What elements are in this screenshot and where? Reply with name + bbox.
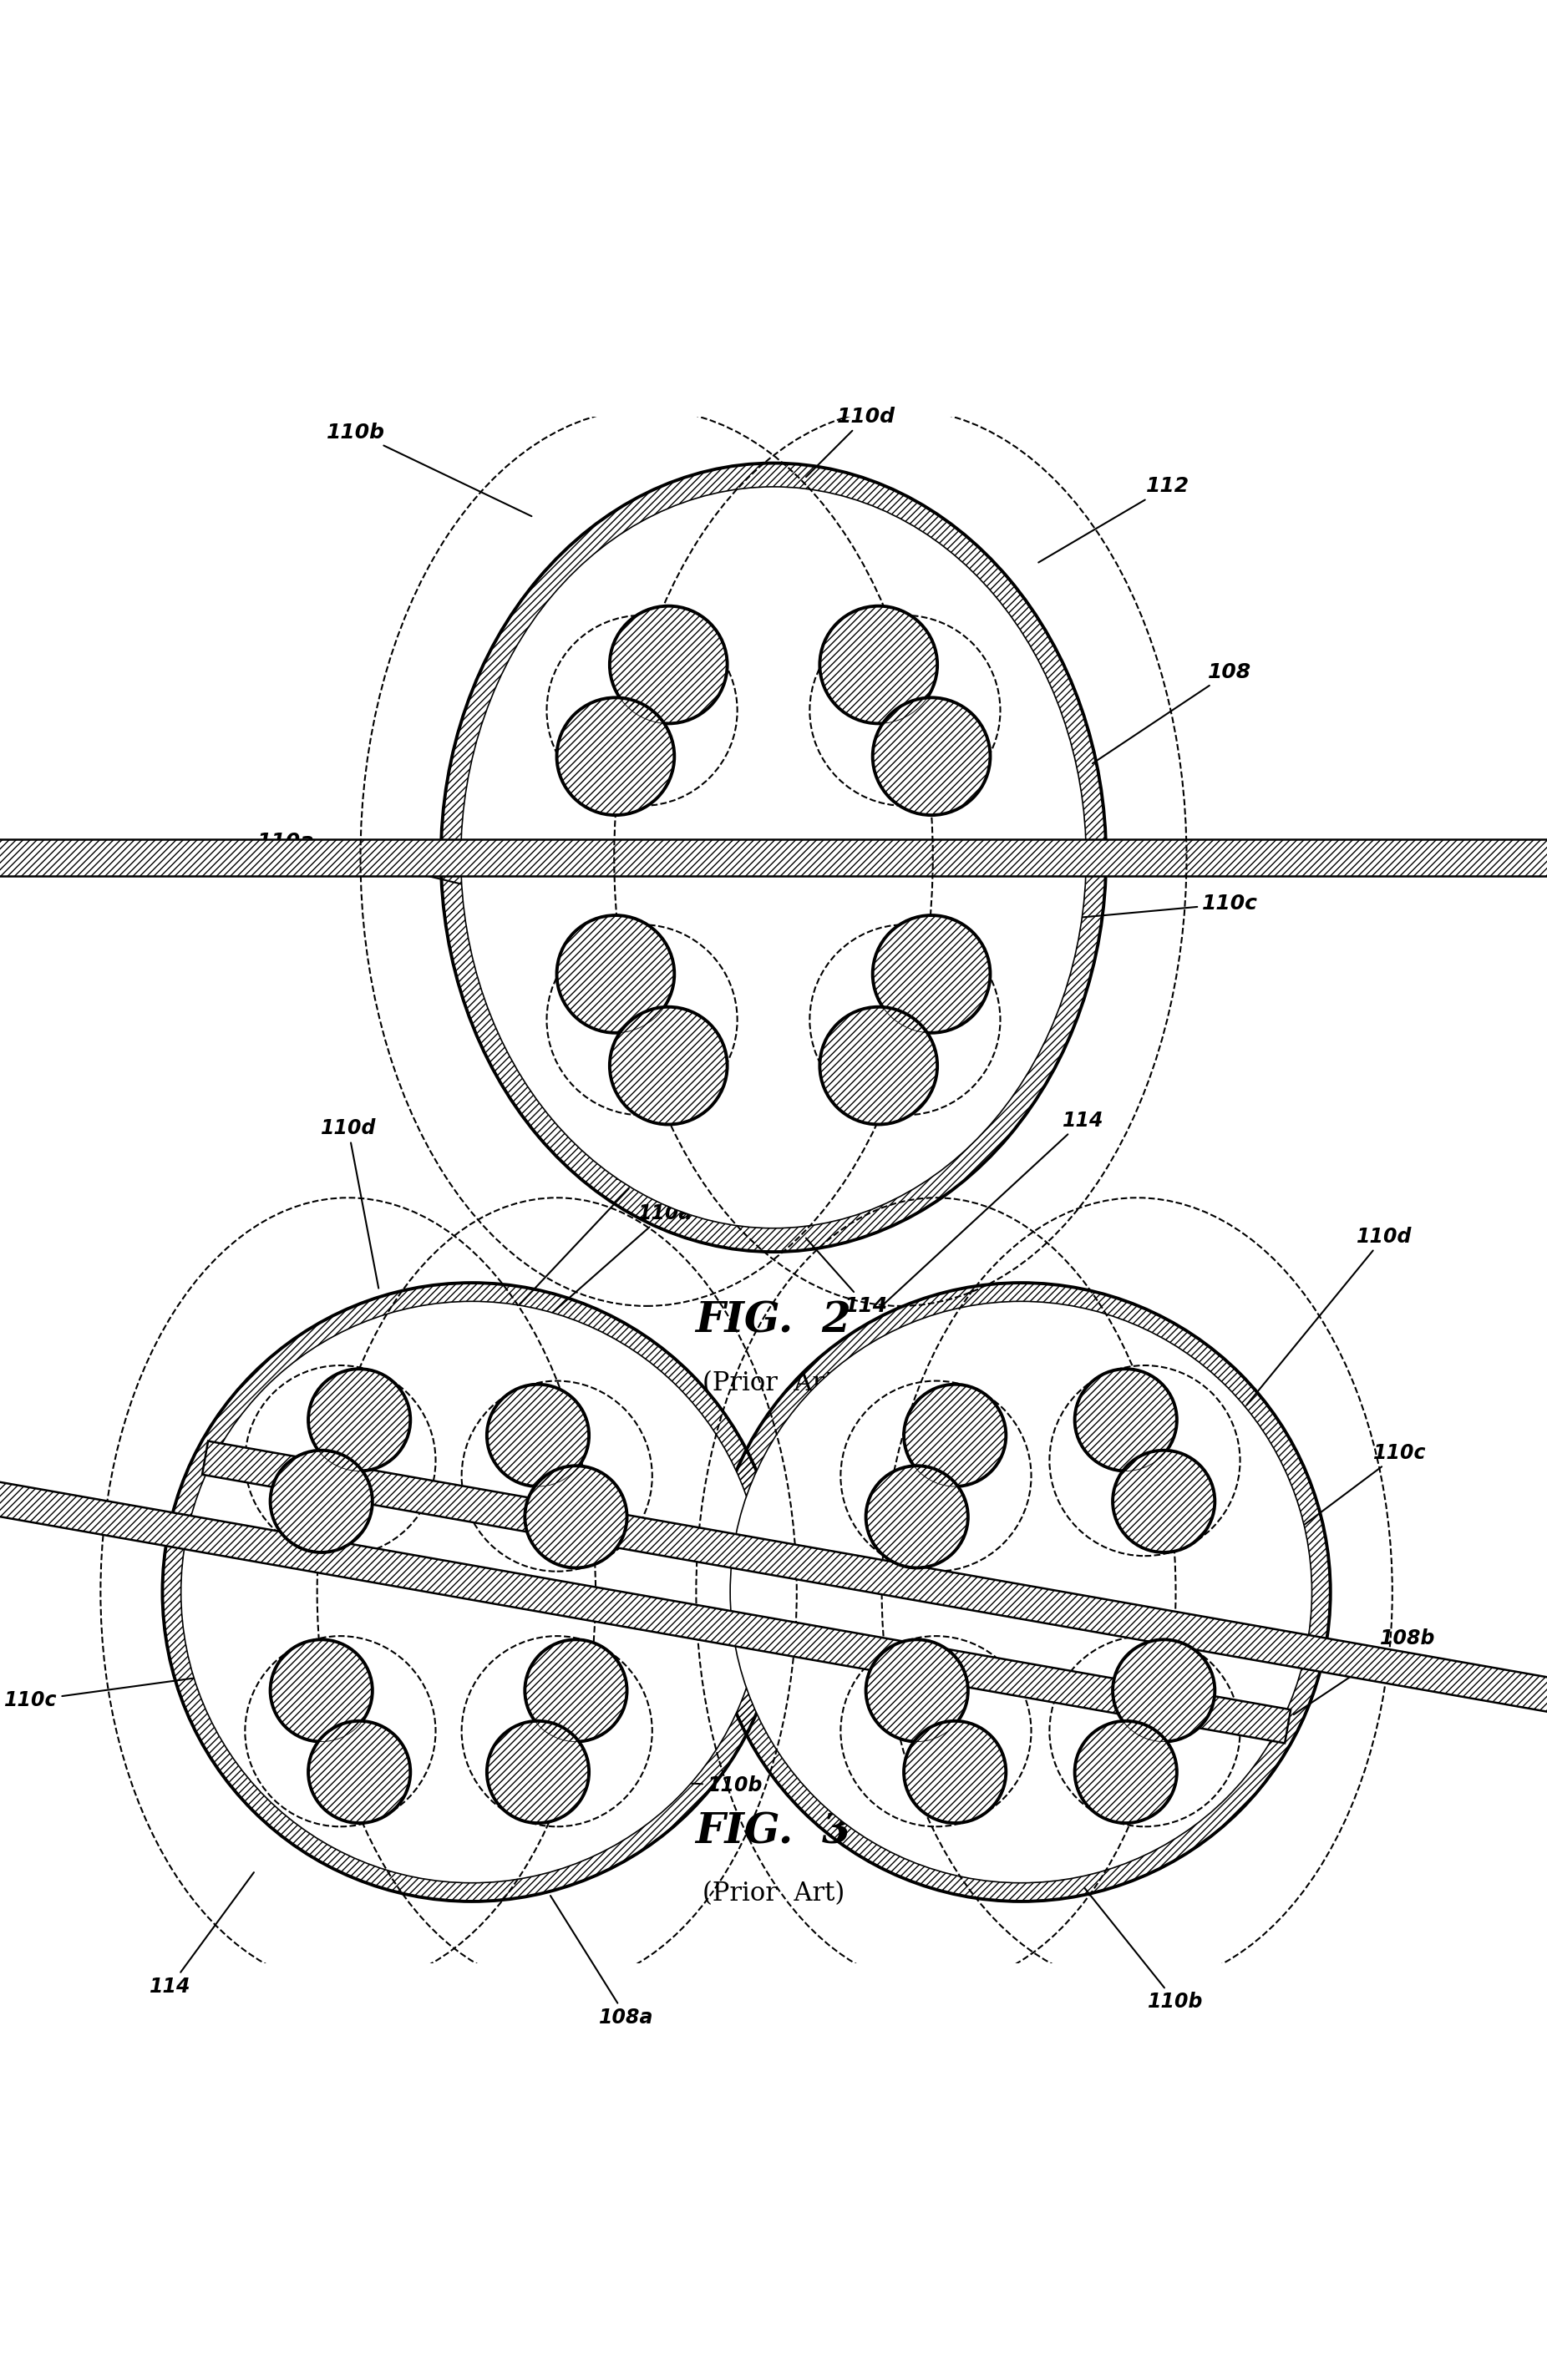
- Circle shape: [487, 1721, 589, 1823]
- Circle shape: [873, 916, 990, 1033]
- Circle shape: [487, 1385, 589, 1488]
- Text: 108a: 108a: [551, 1894, 654, 2028]
- Circle shape: [181, 1302, 763, 1883]
- Text: (Prior  Art): (Prior Art): [702, 1371, 845, 1397]
- Text: 110d: 110d: [806, 407, 896, 476]
- Circle shape: [557, 697, 674, 814]
- Circle shape: [820, 1007, 937, 1123]
- Polygon shape: [203, 1440, 1547, 1742]
- Text: 110a: 110a: [520, 1164, 670, 1304]
- Text: (Prior  Art): (Prior Art): [702, 1880, 845, 1906]
- Text: 110c: 110c: [1061, 895, 1258, 919]
- Circle shape: [1112, 1640, 1214, 1742]
- Ellipse shape: [461, 488, 1086, 1228]
- Text: 114: 114: [883, 1111, 1103, 1304]
- Polygon shape: [0, 838, 1547, 876]
- Circle shape: [524, 1466, 627, 1568]
- Circle shape: [903, 1385, 1006, 1488]
- Text: 114: 114: [150, 1873, 254, 1997]
- Text: FIG.  3: FIG. 3: [696, 1811, 851, 1852]
- Circle shape: [1112, 1449, 1214, 1552]
- Circle shape: [308, 1368, 410, 1471]
- Text: 110d: 110d: [320, 1119, 379, 1288]
- Text: 110b: 110b: [566, 1775, 763, 1795]
- Text: FIG.  2: FIG. 2: [696, 1302, 851, 1342]
- Circle shape: [610, 1007, 727, 1123]
- Circle shape: [903, 1721, 1006, 1823]
- Text: 110d: 110d: [1247, 1226, 1412, 1404]
- Circle shape: [610, 607, 727, 724]
- Text: 110a: 110a: [535, 1204, 693, 1328]
- Text: 110a: 110a: [257, 833, 478, 888]
- Text: 110b: 110b: [1084, 1887, 1204, 2011]
- Circle shape: [873, 697, 990, 814]
- Circle shape: [271, 1449, 373, 1552]
- Circle shape: [308, 1721, 410, 1823]
- Circle shape: [1075, 1721, 1177, 1823]
- Circle shape: [866, 1640, 968, 1742]
- Circle shape: [1075, 1368, 1177, 1471]
- Circle shape: [557, 916, 674, 1033]
- Text: 108b: 108b: [1293, 1628, 1436, 1714]
- Circle shape: [820, 607, 937, 724]
- Circle shape: [866, 1466, 968, 1568]
- Polygon shape: [0, 1440, 1290, 1742]
- Text: 110c: 110c: [5, 1678, 200, 1711]
- Circle shape: [524, 1640, 627, 1742]
- Circle shape: [271, 1640, 373, 1742]
- Text: 108: 108: [1092, 662, 1252, 764]
- Text: 110c: 110c: [1278, 1442, 1426, 1545]
- Text: 114: 114: [806, 1238, 888, 1316]
- Circle shape: [730, 1302, 1312, 1883]
- Text: 112: 112: [1038, 476, 1190, 562]
- Text: 110b: 110b: [326, 421, 532, 516]
